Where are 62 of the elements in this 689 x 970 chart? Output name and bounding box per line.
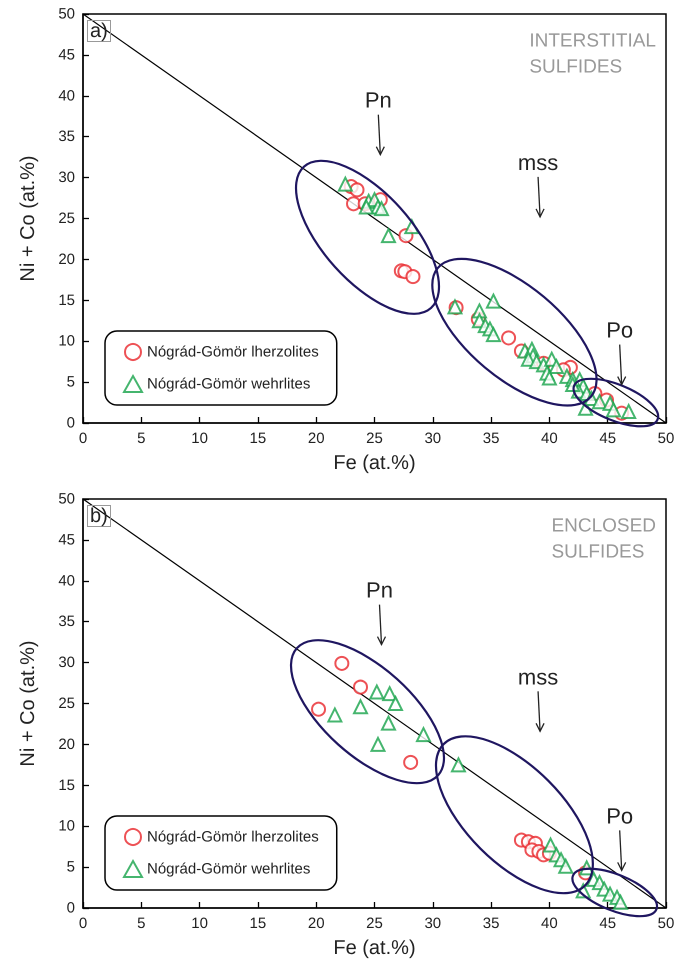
y-tick-label: 25	[58, 695, 75, 712]
x-tick-label: 10	[191, 915, 208, 932]
x-tick-label: 5	[137, 430, 146, 447]
y-tick-label: 45	[58, 531, 75, 548]
x-tick-label: 30	[424, 430, 442, 447]
y-tick-label: 15	[58, 776, 75, 794]
annotation: Po	[606, 803, 634, 828]
y-tick-label: 10	[58, 332, 75, 350]
annotation: mss	[518, 150, 558, 175]
x-tick-label: 50	[658, 915, 674, 932]
x-tick-label: 45	[599, 430, 616, 447]
x-tick-label: 10	[191, 430, 208, 447]
x-tick-label: 35	[482, 915, 500, 932]
x-tick-label: 50	[658, 430, 674, 447]
y-tick-label: 5	[66, 374, 75, 391]
x-tick-label: 15	[250, 430, 266, 447]
y-tick-label: 25	[58, 210, 75, 227]
x-axis-title: Fe (at.%)	[333, 452, 416, 474]
y-tick-label: 40	[58, 87, 75, 104]
legend-label: Nógrád-Gömör lherzolites	[147, 344, 319, 360]
x-tick-label: 25	[366, 915, 383, 932]
x-tick-label: 20	[308, 915, 325, 932]
annotation: Pn	[366, 578, 393, 603]
x-tick-label: 0	[78, 915, 88, 932]
y-tick-label: 35	[58, 128, 75, 146]
y-tick-label: 30	[58, 654, 75, 672]
x-tick-label: 40	[541, 430, 558, 447]
x-tick-label: 30	[424, 915, 442, 932]
annotation: Po	[606, 318, 634, 343]
x-tick-label: 20	[308, 430, 325, 447]
x-tick-label: 45	[599, 915, 616, 932]
y-tick-label: 50	[58, 490, 75, 508]
y-tick-label: 45	[58, 46, 75, 64]
x-tick-label: 15	[250, 915, 266, 932]
x-axis-title: Fe (at.%)	[333, 937, 416, 959]
chart-title: b)	[90, 505, 108, 527]
chart-title: a)	[90, 20, 108, 42]
x-tick-label: 5	[137, 915, 146, 932]
x-tick-label: 35	[482, 430, 500, 447]
y-axis-title: Ni + Co (at.%)	[17, 640, 39, 767]
y-tick-label: 10	[58, 818, 75, 835]
annotation: INTERSTITIAL SULFIDES	[529, 30, 656, 78]
y-tick-label: 0	[66, 414, 75, 432]
y-tick-label: 50	[58, 6, 75, 22]
annotation: ENCLOSED SULFIDES	[551, 516, 656, 562]
y-axis-title: Ni + Co (at.%)	[17, 155, 39, 282]
y-tick-label: 15	[58, 292, 75, 309]
x-tick-label: 40	[541, 915, 558, 932]
y-tick-label: 0	[66, 900, 75, 916]
y-tick-label: 5	[66, 858, 75, 876]
annotation: Pn	[364, 88, 392, 113]
y-tick-label: 30	[58, 169, 75, 186]
y-tick-label: 20	[58, 250, 75, 268]
y-tick-label: 20	[58, 736, 75, 753]
y-tick-label: 35	[58, 613, 75, 630]
x-tick-label: 25	[366, 430, 383, 447]
y-tick-label: 40	[58, 572, 75, 590]
annotation: mss	[518, 664, 558, 690]
x-tick-label: 0	[78, 430, 88, 447]
legend-label: Nógrád-Gömör wehrlites	[147, 860, 310, 878]
legend-label: Nógrád-Gömör wehrlites	[147, 376, 310, 392]
legend-label: Nógrád-Gömör lherzolites	[147, 828, 319, 846]
